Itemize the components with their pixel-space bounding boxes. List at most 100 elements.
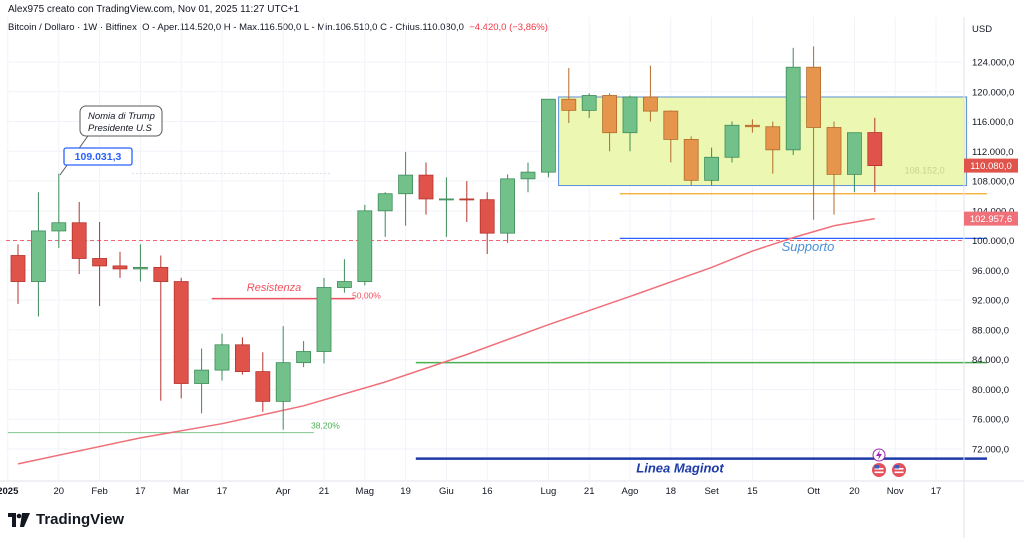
resistance-label: Resistenza bbox=[247, 282, 301, 294]
candle bbox=[643, 65, 658, 122]
x-tick-label: Mar bbox=[173, 486, 189, 497]
candle-body bbox=[541, 98, 556, 173]
candle bbox=[704, 147, 719, 186]
x-tick-label: Nov bbox=[887, 486, 904, 497]
chart-credit: Alex975 creato con TradingView.com, Nov … bbox=[8, 4, 300, 15]
y-tick-label: 84.000,0 bbox=[972, 355, 1009, 366]
fib-50-label: 50,00% bbox=[352, 291, 381, 301]
candle bbox=[132, 244, 148, 282]
candle-body bbox=[785, 66, 801, 151]
candle-body bbox=[500, 178, 516, 234]
candle bbox=[71, 201, 87, 275]
x-tick-label: Ott bbox=[807, 486, 820, 497]
candle-body bbox=[275, 362, 291, 402]
candle bbox=[112, 251, 128, 278]
x-tick-label: Mag bbox=[356, 486, 374, 497]
lightning-glyph-icon bbox=[876, 450, 882, 460]
candle bbox=[867, 117, 883, 193]
candle-body bbox=[173, 281, 189, 384]
candle bbox=[173, 277, 189, 399]
candle-body bbox=[398, 174, 414, 195]
us-flag-stripe-icon bbox=[874, 471, 884, 474]
candle-body bbox=[643, 96, 658, 112]
box-price-label: 108.152,0 bbox=[905, 166, 945, 176]
candle bbox=[663, 110, 679, 163]
x-tick-label: 17 bbox=[135, 486, 146, 497]
ohlc-values: O - Aper.114.520,0 H - Max.116.500,0 L -… bbox=[142, 22, 464, 33]
x-tick-label: 21 bbox=[319, 486, 330, 497]
candle-body bbox=[132, 267, 148, 270]
candle-body bbox=[194, 369, 210, 384]
candle-body bbox=[683, 138, 699, 181]
candle bbox=[418, 162, 434, 215]
x-tick-label: 15 bbox=[747, 486, 758, 497]
candle bbox=[438, 177, 454, 237]
candle-body bbox=[622, 96, 638, 134]
y-tick-label: 124.000,0 bbox=[972, 58, 1014, 69]
y-tick-label: 88.000,0 bbox=[972, 325, 1009, 336]
y-axis: 124.000,0 120.000,0 116.000,0 112.000,0 108.… bbox=[963, 17, 1018, 538]
candle bbox=[561, 67, 577, 124]
candle bbox=[806, 46, 821, 220]
candle-body bbox=[336, 281, 352, 288]
ma-line bbox=[17, 217, 875, 465]
candle bbox=[398, 152, 414, 226]
x-axis: 2025 20 Feb 17 Mar 17 Apr 21 Mag 19 Giu 16 Lug 21 Ago 1… bbox=[0, 480, 1024, 497]
candle bbox=[296, 341, 312, 368]
candle-body bbox=[561, 98, 577, 111]
callout-line-2: Presidente U.S bbox=[88, 123, 153, 134]
candle-body bbox=[10, 255, 26, 282]
x-tick-label: 21 bbox=[584, 486, 595, 497]
price-label-text: 102.957,6 bbox=[970, 214, 1012, 225]
x-tick-label: Giu bbox=[439, 486, 454, 497]
fib-38-label: 38,20% bbox=[311, 421, 340, 431]
candle bbox=[683, 136, 699, 186]
x-tick-label: 17 bbox=[217, 486, 228, 497]
candle-body bbox=[806, 66, 821, 128]
brand-name: TradingView bbox=[36, 511, 125, 528]
candle-body bbox=[357, 210, 373, 282]
y-tick-label: 76.000,0 bbox=[972, 415, 1009, 426]
candle-body bbox=[112, 265, 128, 270]
y-tick-label: 116.000,0 bbox=[972, 117, 1014, 128]
x-tick-label: 20 bbox=[849, 486, 860, 497]
candle bbox=[500, 174, 516, 243]
y-tick-label: 120.000,0 bbox=[972, 87, 1014, 98]
candle-body bbox=[602, 95, 617, 134]
candle bbox=[847, 132, 862, 193]
candle bbox=[214, 333, 230, 381]
y-tick-label: 108.000,0 bbox=[972, 177, 1014, 188]
callout-box bbox=[79, 105, 163, 137]
candle-body bbox=[418, 174, 434, 200]
y-tick-label: 96.000,0 bbox=[972, 266, 1009, 277]
candle-body bbox=[71, 222, 87, 259]
price-label-box bbox=[964, 211, 1018, 226]
us-flag-canton-icon bbox=[874, 465, 879, 469]
y-tick-label: 80.000,0 bbox=[972, 385, 1009, 396]
x-tick-label: Set bbox=[704, 486, 719, 497]
candle bbox=[377, 192, 393, 237]
candle bbox=[92, 222, 107, 307]
moving-average bbox=[17, 217, 875, 465]
candle bbox=[602, 93, 617, 152]
symbol-label: Bitcoin / Dollaro · 1W · Bitfinex bbox=[8, 22, 137, 33]
candle bbox=[479, 192, 495, 255]
candle bbox=[459, 181, 475, 223]
x-tick-label: Feb bbox=[91, 486, 107, 497]
candle-body bbox=[520, 171, 536, 180]
candle-body bbox=[847, 132, 862, 175]
candle-body bbox=[316, 287, 332, 352]
chart-legend: Bitcoin / Dollaro · 1W · Bitfinex O - Ap… bbox=[8, 22, 548, 33]
candle-body bbox=[214, 344, 230, 371]
candle-body bbox=[765, 126, 781, 151]
price-label-text: 110.080,0 bbox=[970, 161, 1012, 172]
y-tick-label: 92.000,0 bbox=[972, 296, 1009, 307]
price-label-box bbox=[964, 158, 1018, 173]
candle bbox=[10, 244, 26, 304]
candles bbox=[10, 46, 883, 430]
x-tick-label: 17 bbox=[931, 486, 942, 497]
us-flag-stripe-icon bbox=[894, 468, 904, 470]
candle bbox=[255, 352, 271, 412]
x-tick-label: 19 bbox=[400, 486, 411, 497]
